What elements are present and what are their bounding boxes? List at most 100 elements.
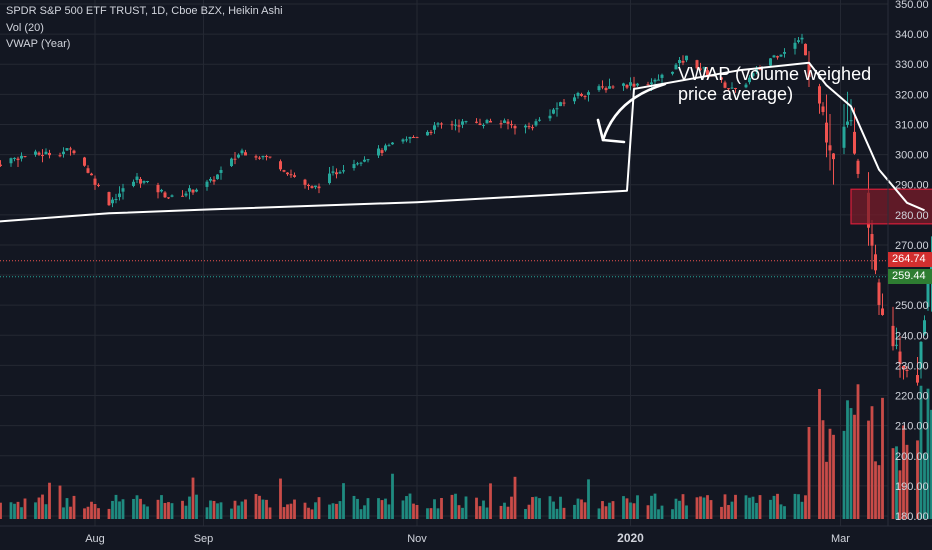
candle-body (856, 160, 860, 174)
candle-body (41, 155, 44, 157)
volume-bar (34, 502, 37, 519)
volume-bar (832, 434, 835, 519)
volume-bar (310, 509, 314, 519)
volume-bar (923, 453, 926, 519)
candle-body (279, 161, 282, 170)
candle-body (265, 156, 268, 158)
volume-bar (905, 444, 909, 519)
volume-bar (9, 502, 13, 519)
candle-body (646, 84, 650, 86)
annotation-arrow-head (596, 118, 626, 144)
candle-body (748, 77, 751, 83)
candle-body (538, 119, 541, 121)
candle-body (898, 351, 902, 365)
candle-body (114, 198, 118, 200)
candle-body (146, 181, 149, 183)
candle-body (37, 152, 41, 155)
y-tick-label-0: 180.00 (895, 511, 929, 523)
volume-bar (552, 501, 555, 519)
candle-body (622, 83, 625, 86)
candle-body (293, 175, 296, 177)
volume-bar (184, 505, 188, 519)
volume-indicator-label[interactable]: Vol (20) (6, 22, 44, 34)
volume-bar (156, 499, 160, 519)
candle-body (832, 153, 835, 160)
y-tick-label-17: 350.00 (895, 0, 929, 11)
candle-body (678, 60, 681, 64)
candle-body (650, 82, 653, 85)
candle-body (846, 121, 849, 125)
volume-bar (286, 504, 289, 519)
candle-body (58, 155, 62, 157)
volume-bar (41, 494, 44, 519)
candle-body (870, 234, 874, 246)
candle-body (807, 62, 811, 77)
volume-bar (450, 494, 454, 519)
y-tick-label-12: 300.00 (895, 150, 929, 162)
candle-body (597, 86, 601, 91)
candle-body (83, 157, 86, 166)
candle-body (13, 157, 16, 159)
candle-body (317, 186, 321, 189)
candle-body (412, 136, 415, 138)
candle-body (548, 115, 552, 119)
candle-body (163, 192, 167, 198)
candle-body (209, 178, 212, 181)
candle-body (86, 168, 90, 173)
candle-body (366, 159, 370, 161)
candle-body (657, 79, 660, 81)
candle-body (499, 123, 503, 125)
candle-body (902, 366, 905, 370)
candle-body (9, 158, 13, 164)
volume-bar (849, 408, 853, 519)
volume-bar (118, 501, 121, 519)
candle-body (118, 193, 121, 198)
volume-bar (769, 499, 772, 519)
volume-bar (804, 495, 807, 519)
volume-bar (454, 493, 457, 519)
volume-bar (261, 499, 265, 519)
candle-body (0, 164, 2, 166)
volume-bar (342, 483, 345, 519)
volume-bar (65, 498, 69, 519)
volume-bar (170, 503, 174, 519)
volume-bar (587, 479, 590, 519)
candle-body (359, 162, 363, 164)
candle-body (797, 40, 800, 42)
volume-bar (86, 506, 90, 519)
volume-bar (485, 507, 489, 519)
candle-body (331, 171, 335, 173)
candle-body (552, 109, 555, 114)
volume-bar (48, 482, 51, 519)
candle-body (660, 74, 664, 78)
volume-bar (818, 388, 821, 519)
vwap-indicator-label[interactable]: VWAP (Year) (6, 38, 71, 50)
candle-body (401, 139, 405, 142)
volume-bar (303, 502, 307, 519)
candle-body (793, 42, 797, 49)
volume-bar (440, 497, 443, 519)
volume-bar (793, 493, 797, 519)
volume-bar (499, 505, 503, 519)
volume-bar (352, 495, 356, 519)
volume-bar (205, 507, 209, 519)
volume-bar (240, 501, 244, 519)
candle-body (531, 127, 534, 129)
volume-bar (825, 461, 828, 519)
candle-body (881, 308, 884, 315)
candle-body (310, 186, 314, 188)
volume-bar (13, 503, 16, 519)
candle-body (415, 137, 419, 139)
candle-body (132, 181, 135, 186)
candle-body (723, 82, 727, 88)
volume-bar (660, 505, 664, 519)
candle-body (121, 188, 125, 192)
volume-bar (289, 503, 293, 519)
volume-bar (608, 502, 611, 519)
time-axis[interactable]: AugSepNov2020MarAprJunJul (0, 525, 932, 545)
resistance-zone-rect[interactable] (850, 188, 932, 225)
volume-bar (139, 498, 142, 519)
candle-body (734, 87, 737, 89)
candle-body (559, 102, 562, 107)
